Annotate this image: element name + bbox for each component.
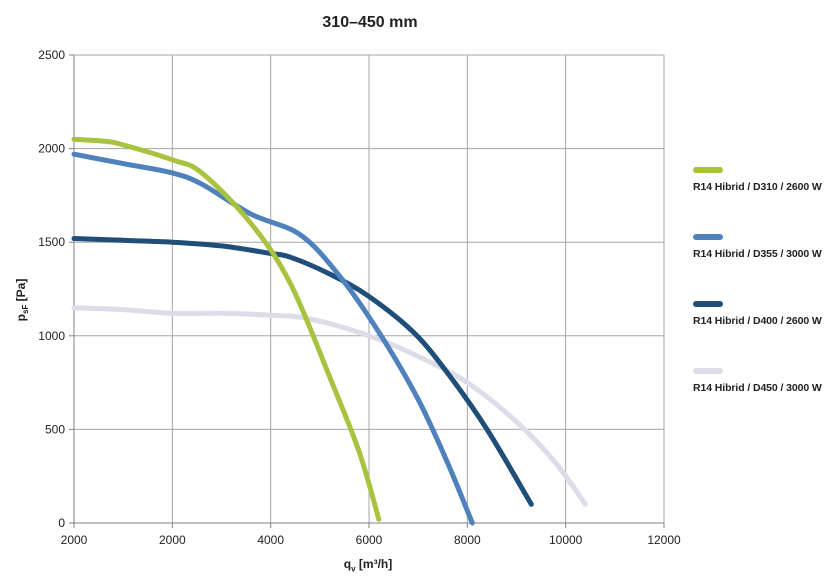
legend-swatch <box>693 167 723 173</box>
y-tick-label: 1500 <box>38 235 65 249</box>
x-tick-label: 8000 <box>454 533 481 547</box>
legend-item: R14 Hibrid / D355 / 3000 W <box>693 229 836 296</box>
legend-label: R14 Hibrid / D450 / 3000 W <box>693 382 822 394</box>
series-line <box>71 136 382 522</box>
y-axis-label: psF [Pa] <box>14 279 30 322</box>
axes <box>69 54 665 528</box>
x-axis-label: qv [m³/h] <box>344 557 392 573</box>
legend: R14 Hibrid / D310 / 2600 W R14 Hibrid / … <box>693 162 836 430</box>
y-tick-label: 500 <box>45 422 65 436</box>
legend-item: R14 Hibrid / D400 / 2600 W <box>693 296 836 363</box>
y-tick-label: 2500 <box>38 48 65 62</box>
series-line <box>71 305 588 507</box>
x-axis-label-sub: v <box>351 564 356 574</box>
legend-item: R14 Hibrid / D450 / 3000 W <box>693 363 836 430</box>
series-lines <box>71 136 588 526</box>
x-tick-label: 4000 <box>257 533 284 547</box>
tick-labels: 2000 2000 4000 6000 8000 10000 12000 0 500 1000 15… <box>38 48 681 547</box>
series-line <box>71 236 534 507</box>
x-axis-label-unit: [m³/h] <box>355 557 393 571</box>
x-tick-label: 12000 <box>647 533 681 547</box>
grid <box>74 54 665 523</box>
series-line <box>71 151 475 526</box>
x-tick-label: 2000 <box>61 533 88 547</box>
x-tick-label: 2000 <box>159 533 186 547</box>
chart-title: 310–450 mm <box>322 14 418 31</box>
x-tick-label: 10000 <box>549 533 583 547</box>
legend-label: R14 Hibrid / D355 / 3000 W <box>693 248 822 260</box>
y-axis-label-main: p <box>13 314 28 322</box>
legend-label: R14 Hibrid / D310 / 2600 W <box>693 181 822 193</box>
y-tick-label: 2000 <box>38 142 65 156</box>
x-axis-label-main: q <box>343 557 352 571</box>
y-tick-label: 1000 <box>38 329 65 343</box>
x-tick-label: 6000 <box>356 533 383 547</box>
legend-label: R14 Hibrid / D400 / 2600 W <box>693 315 822 327</box>
legend-swatch <box>693 234 723 240</box>
y-axis-label-unit: [Pa] <box>13 278 28 305</box>
legend-swatch <box>693 368 723 374</box>
legend-item: R14 Hibrid / D310 / 2600 W <box>693 162 836 229</box>
y-tick-label: 0 <box>58 516 65 530</box>
y-axis-label-sub: sF <box>21 304 31 315</box>
legend-swatch <box>693 301 723 307</box>
